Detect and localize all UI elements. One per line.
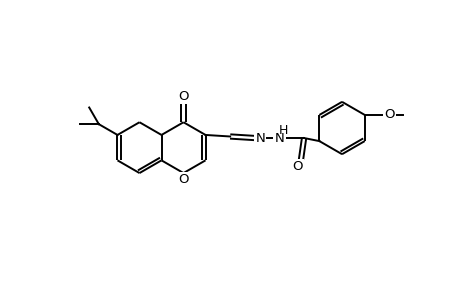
Text: O: O [178,173,188,187]
Text: O: O [383,108,394,122]
Text: H: H [278,124,287,137]
Text: O: O [178,90,188,103]
Text: N: N [255,131,264,145]
Text: N: N [274,131,284,145]
Text: O: O [292,160,302,173]
